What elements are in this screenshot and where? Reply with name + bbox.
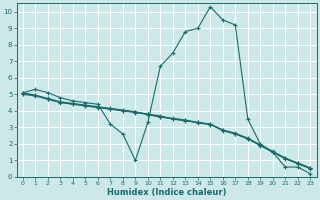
X-axis label: Humidex (Indice chaleur): Humidex (Indice chaleur)	[107, 188, 226, 197]
